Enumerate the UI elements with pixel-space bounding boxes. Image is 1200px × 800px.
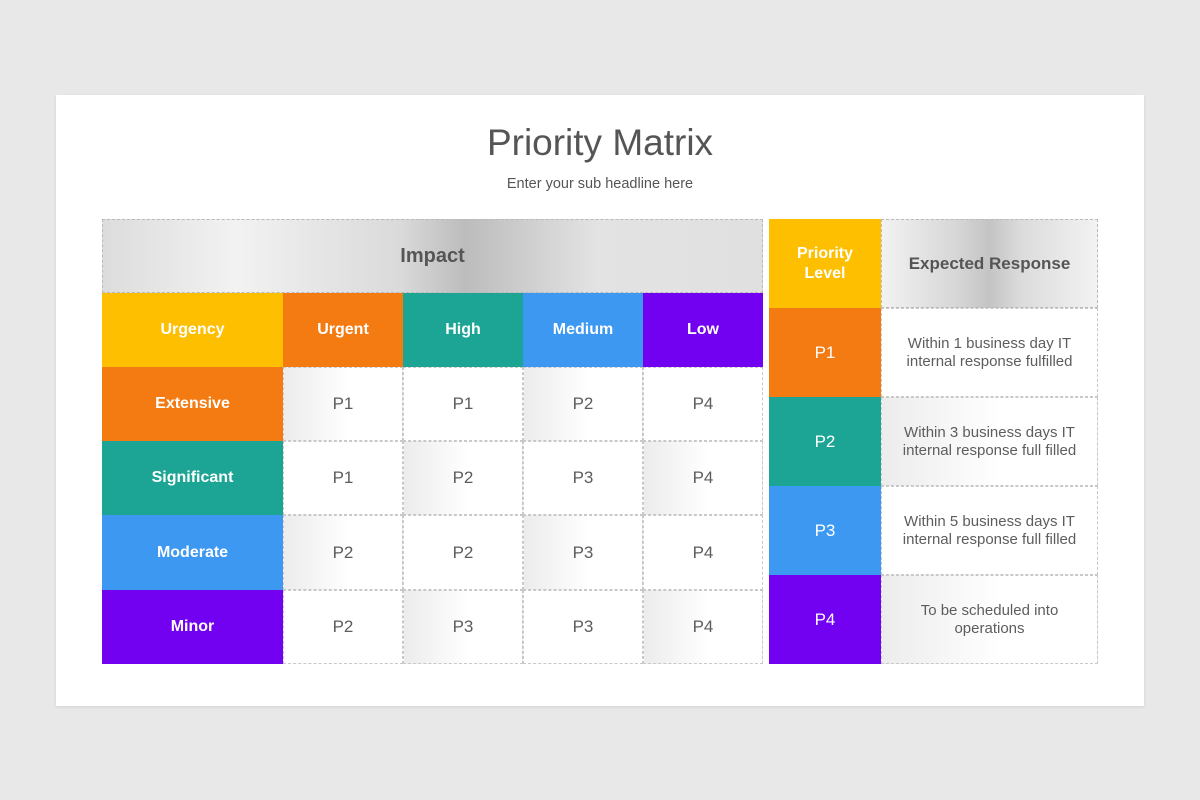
response-text-p3: Within 5 business days IT internal respo… bbox=[881, 486, 1098, 575]
column-header-urgent: Urgent bbox=[283, 293, 403, 367]
matrix-cell: P2 bbox=[403, 515, 523, 590]
matrix-cell: P4 bbox=[643, 590, 763, 664]
page-subtitle: Enter your sub headline here bbox=[506, 176, 694, 192]
priority-level-p4: P4 bbox=[769, 575, 881, 664]
row-header-moderate: Moderate bbox=[102, 515, 283, 590]
matrix-cell: P4 bbox=[643, 515, 763, 590]
column-header-medium: Medium bbox=[523, 293, 643, 367]
urgency-header: Urgency bbox=[102, 293, 283, 367]
matrix-cell: P2 bbox=[283, 515, 403, 590]
row-header-significant: Significant bbox=[102, 441, 283, 515]
row-header-minor: Minor bbox=[102, 590, 283, 664]
matrix-cell: P3 bbox=[523, 441, 643, 515]
matrix-cell: P4 bbox=[643, 441, 763, 515]
page-title: Priority Matrix bbox=[486, 122, 714, 163]
matrix-cell: P2 bbox=[283, 590, 403, 664]
response-text-p2: Within 3 business days IT internal respo… bbox=[881, 397, 1098, 486]
matrix-cell: P3 bbox=[523, 515, 643, 590]
response-text-p4: To be scheduled into operations bbox=[881, 575, 1098, 664]
priority-level-p2: P2 bbox=[769, 397, 881, 486]
matrix-cell: P2 bbox=[403, 441, 523, 515]
impact-header: Impact bbox=[102, 219, 763, 293]
priority-level-p3: P3 bbox=[769, 486, 881, 575]
matrix-cell: P2 bbox=[523, 367, 643, 441]
matrix-cell: P4 bbox=[643, 367, 763, 441]
matrix-cell: P1 bbox=[283, 367, 403, 441]
column-header-low: Low bbox=[643, 293, 763, 367]
response-text-p1: Within 1 business day IT internal respon… bbox=[881, 308, 1098, 397]
priority-level-p1: P1 bbox=[769, 308, 881, 397]
expected-response-header: Expected Response bbox=[881, 219, 1098, 308]
matrix-cell: P3 bbox=[523, 590, 643, 664]
matrix-cell: P3 bbox=[403, 590, 523, 664]
priority-level-header: Priority Level bbox=[769, 219, 881, 308]
column-header-high: High bbox=[403, 293, 523, 367]
row-header-extensive: Extensive bbox=[102, 367, 283, 441]
matrix-cell: P1 bbox=[283, 441, 403, 515]
matrix-cell: P1 bbox=[403, 367, 523, 441]
